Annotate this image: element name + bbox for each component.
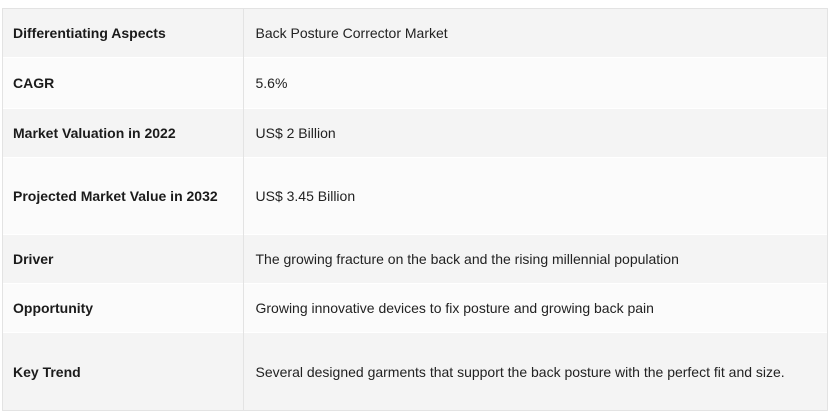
table-row: Projected Market Value in 2032 US$ 3.45 … xyxy=(3,157,827,235)
row-value: Back Posture Corrector Market xyxy=(242,9,827,58)
table-row: Market Valuation in 2022 US$ 2 Billion xyxy=(3,108,827,158)
row-label: Differentiating Aspects xyxy=(3,9,243,58)
row-label: Projected Market Value in 2032 xyxy=(3,157,243,235)
row-label: Key Trend xyxy=(3,332,243,410)
row-label: Driver xyxy=(3,234,243,284)
row-label: Market Valuation in 2022 xyxy=(3,108,243,158)
row-value: The growing fracture on the back and the… xyxy=(242,234,827,284)
market-summary-table: Differentiating Aspects Back Posture Cor… xyxy=(2,8,828,411)
market-table: Differentiating Aspects Back Posture Cor… xyxy=(3,9,827,410)
table-row: Driver The growing fracture on the back … xyxy=(3,234,827,284)
table-row: Opportunity Growing innovative devices t… xyxy=(3,283,827,333)
row-value: Several designed garments that support t… xyxy=(242,332,827,410)
row-label: Opportunity xyxy=(3,283,243,333)
row-value: US$ 3.45 Billion xyxy=(242,157,827,235)
table-row: Key Trend Several designed garments that… xyxy=(3,332,827,410)
row-label: CAGR xyxy=(3,57,243,109)
table-row: Differentiating Aspects Back Posture Cor… xyxy=(3,9,827,58)
row-value: 5.6% xyxy=(242,57,827,109)
row-value: US$ 2 Billion xyxy=(242,108,827,158)
table-row: CAGR 5.6% xyxy=(3,57,827,109)
row-value: Growing innovative devices to fix postur… xyxy=(242,283,827,333)
